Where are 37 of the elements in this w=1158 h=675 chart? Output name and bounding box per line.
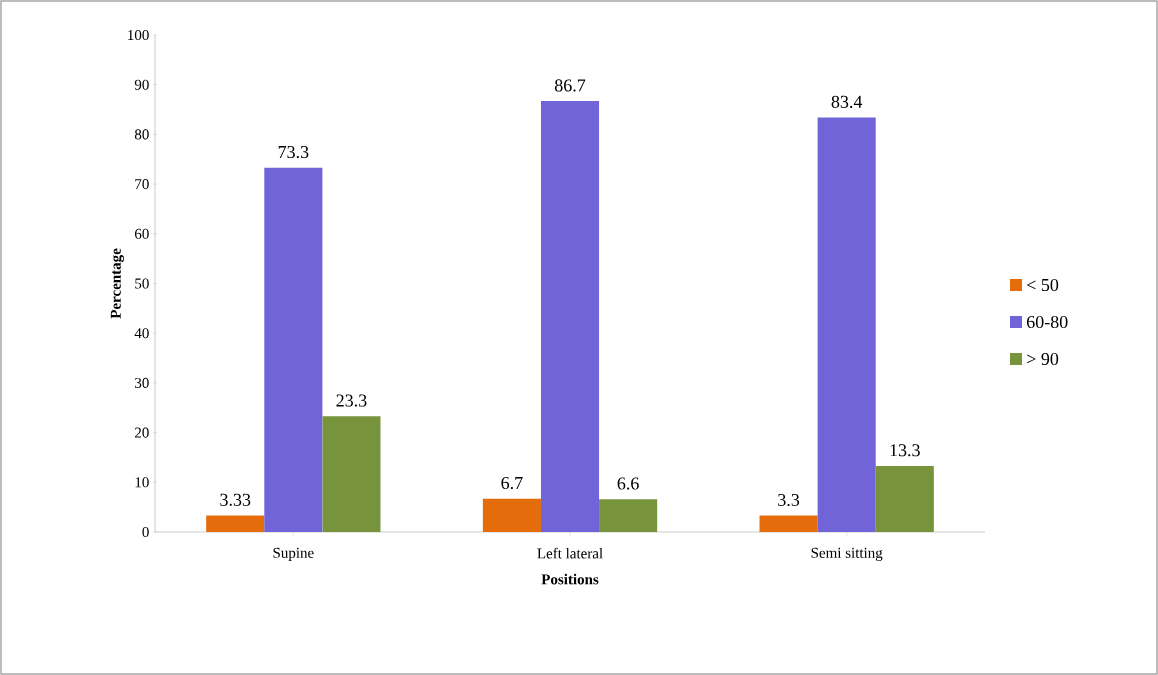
x-tick-label: Left lateral: [537, 547, 603, 559]
y-tick-label: 80: [134, 129, 149, 140]
bar: [206, 515, 265, 532]
data-label: 6.7: [501, 476, 523, 490]
data-label: 3.33: [220, 493, 251, 506]
bar: [759, 515, 818, 532]
y-tick-label: 20: [135, 427, 149, 438]
bar: [322, 416, 381, 532]
bar: [482, 498, 541, 532]
legend-label: > 90: [1027, 352, 1059, 366]
bar: [875, 465, 934, 532]
data-label: 6.6: [617, 477, 639, 490]
y-tick-label: 0: [142, 526, 149, 538]
y-tick-label: 30: [135, 377, 149, 388]
data-label: 3.3: [778, 493, 800, 507]
bar: [599, 499, 658, 532]
data-label: 73.3: [278, 145, 309, 159]
data-label: 83.4: [831, 95, 863, 108]
y-tick-label: 70: [135, 179, 149, 190]
y-tick-label: 50: [135, 278, 149, 289]
data-label: 86.7: [554, 79, 586, 92]
x-tick-label: Semi sitting: [811, 547, 883, 561]
y-axis-title: Percentage: [110, 248, 124, 319]
bar: [540, 101, 600, 532]
bar: [817, 117, 876, 532]
x-axis-title: Positions: [541, 573, 599, 585]
legend-label: 60-80: [1026, 315, 1068, 329]
y-tick-label: 40: [134, 328, 149, 339]
legend-label: < 50: [1027, 278, 1059, 292]
y-tick-label: 100: [128, 29, 149, 41]
data-label: 13.3: [890, 444, 920, 457]
data-label: 23.3: [336, 394, 367, 407]
bar: [264, 167, 323, 532]
x-tick-label: Supine: [273, 547, 314, 561]
y-tick-label: 10: [135, 477, 149, 488]
y-tick-label: 90: [134, 79, 149, 90]
y-tick-label: 60: [134, 228, 149, 239]
